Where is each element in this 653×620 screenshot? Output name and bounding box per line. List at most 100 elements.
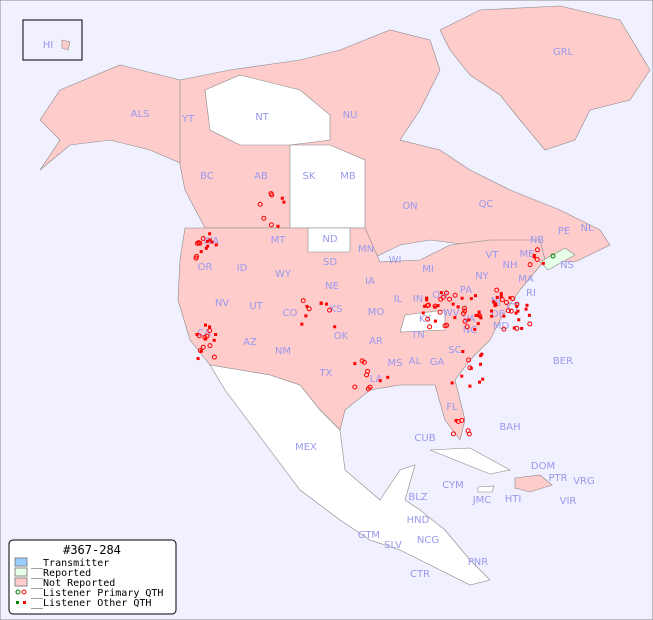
region-label-ma: MA — [518, 274, 534, 285]
listener-primary-qth-marker — [462, 308, 468, 314]
listener-other-qth-marker — [494, 303, 498, 307]
region-label-nd: ND — [322, 234, 337, 245]
listener-primary-qth-marker — [447, 296, 453, 302]
listener-other-qth-marker — [425, 296, 429, 300]
listener-other-qth-marker — [467, 318, 471, 322]
region-label-als: ALS — [131, 109, 150, 120]
reported-listener-marker — [550, 253, 556, 259]
listener-primary-qth-marker — [211, 354, 217, 360]
listener-other-qth-marker — [499, 294, 503, 298]
region-cuba — [429, 447, 511, 475]
region-hispaniola — [514, 474, 553, 493]
legend-label-reported: __Reported — [31, 568, 91, 579]
listener-other-qth-marker — [477, 314, 481, 318]
listener-other-qth-marker — [478, 362, 482, 366]
listener-primary-qth-marker — [442, 323, 448, 329]
listener-other-qth-marker — [527, 313, 531, 317]
listener-other-qth-marker — [474, 294, 478, 298]
listener-other-qth-marker — [490, 314, 494, 318]
region-label-bah: BAH — [499, 422, 520, 433]
listener-other-qth-marker — [204, 246, 208, 250]
region-label-ns: NS — [560, 260, 574, 271]
listener-other-qth-marker — [378, 379, 382, 383]
listener-primary-qth-marker — [193, 255, 199, 261]
listener-other-qth-marker — [425, 298, 429, 302]
legend-swatch-reported — [14, 567, 28, 577]
region-label-pnr: PNR — [468, 557, 489, 568]
region-label-gtm: GTM — [358, 530, 380, 541]
listener-primary-qth-marker — [257, 201, 263, 207]
region-label-ks: KS — [330, 304, 343, 315]
listener-other-qth-marker — [476, 322, 480, 326]
listener-primary-qth-marker — [269, 192, 275, 198]
legend-swatch-transmitter — [14, 557, 28, 567]
listener-other-qth-marker — [479, 316, 483, 320]
region-label-ia: IA — [365, 276, 375, 287]
region-label-or: OR — [198, 262, 213, 273]
region-sk-mb-white — [289, 144, 366, 229]
listener-primary-qth-marker — [534, 256, 540, 262]
region-label-slv: SLV — [384, 540, 402, 551]
region-label-nc: NC — [463, 325, 477, 336]
region-label-vrg: VRG — [573, 476, 595, 487]
listener-primary-qth-marker — [501, 326, 507, 332]
region-ky-white — [399, 309, 446, 333]
region-label-id: ID — [237, 263, 248, 274]
listener-primary-qth-marker — [437, 309, 443, 315]
listener-primary-qth-marker — [425, 302, 431, 308]
listener-other-qth-marker — [208, 325, 212, 329]
listener-primary-qth-marker — [466, 357, 472, 363]
region-label-wv: WV — [443, 308, 460, 319]
listener-other-qth-marker — [276, 224, 280, 228]
region-label-oh: OH — [432, 290, 447, 301]
region-label-cub: CUB — [414, 433, 435, 444]
legend: #367-284 __Transmitter __Reported __Not … — [8, 539, 177, 615]
region-label-ny: NY — [475, 271, 489, 282]
region-label-ca: CA — [197, 328, 211, 339]
region-label-qc: QC — [479, 199, 494, 210]
legend-primary-reported-icon — [15, 589, 21, 595]
region-label-az: AZ — [243, 337, 257, 348]
listener-primary-qth-marker — [494, 287, 500, 293]
region-label-nh: NH — [503, 260, 518, 271]
legend-title: #367-284 — [63, 543, 121, 557]
listener-primary-qth-marker — [504, 299, 510, 305]
region-label-mt: MT — [271, 235, 287, 246]
listener-primary-qth-marker — [196, 333, 202, 339]
listener-other-qth-marker — [495, 295, 499, 299]
listener-primary-qth-marker — [365, 386, 371, 392]
listener-other-qth-marker — [204, 337, 208, 341]
region-label-ri: RI — [526, 288, 536, 299]
listener-other-qth-marker — [195, 332, 199, 336]
listener-other-qth-marker — [516, 309, 520, 313]
listener-other-qth-marker — [492, 300, 496, 304]
listener-primary-qth-marker — [443, 290, 449, 296]
listener-other-qth-marker — [481, 377, 485, 381]
listener-other-qth-marker — [517, 318, 521, 322]
region-label-dom: DOM — [531, 461, 555, 472]
listener-primary-qth-marker — [452, 292, 458, 298]
region-label-hti: HTI — [505, 494, 522, 505]
listener-other-qth-marker — [212, 338, 216, 342]
region-greenland — [439, 5, 651, 151]
listener-primary-qth-marker — [364, 372, 370, 378]
listener-primary-qth-marker — [527, 262, 533, 268]
region-label-hi: HI — [43, 40, 53, 51]
region-label-hnd: HND — [407, 515, 430, 526]
listener-other-qth-marker — [206, 244, 210, 248]
listener-primary-qth-marker — [196, 240, 202, 246]
region-label-vir: VIR — [560, 496, 577, 507]
region-label-nv: NV — [215, 298, 229, 309]
region-label-nu: NU — [343, 110, 358, 121]
hawaii-inset-frame — [22, 19, 83, 61]
region-label-ctr: CTR — [410, 569, 430, 580]
listener-other-qth-marker — [433, 305, 437, 309]
region-label-mb: MB — [340, 171, 356, 182]
listener-other-qth-marker — [460, 296, 464, 300]
region-label-ct: CT — [506, 302, 520, 313]
listener-primary-qth-marker — [427, 324, 433, 330]
region-label-mex: MEX — [295, 442, 317, 453]
region-label-ok: OK — [334, 331, 349, 342]
listener-other-qth-marker — [204, 323, 208, 327]
